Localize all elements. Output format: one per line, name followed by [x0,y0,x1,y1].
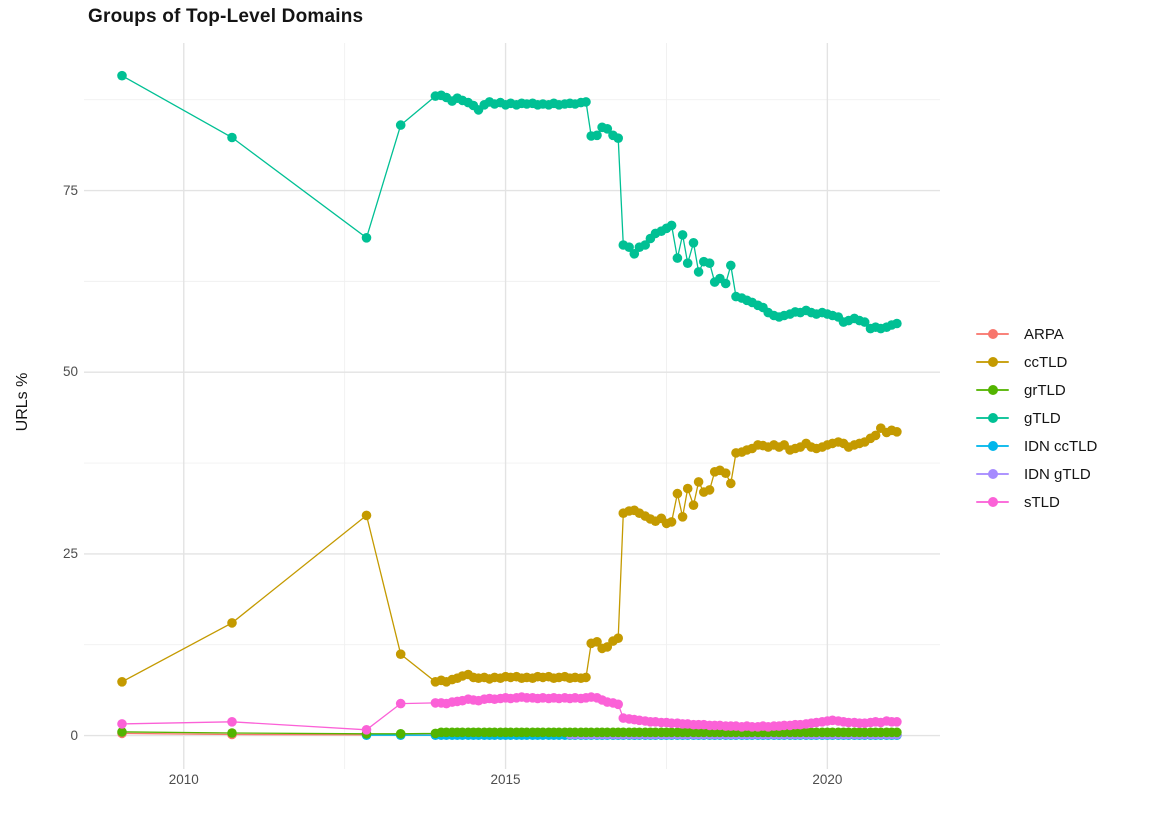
legend-item-idn-cctld: IDN ccTLD [976,432,1097,460]
series-grtld [117,727,902,739]
data-point-gtld [704,258,715,269]
chart-title: Groups of Top-Level Domains [88,6,364,27]
data-point-stld [117,719,127,729]
legend-label: sTLD [1024,493,1060,511]
data-point-gtld [693,267,704,277]
data-point-gtld [581,97,591,107]
data-point-stld [892,717,902,727]
data-point-cctld [592,637,602,647]
legend-label: ARPA [1024,325,1064,343]
data-point-gtld [672,253,683,263]
legend-key-icon [976,384,1009,396]
data-point-gtld [624,242,634,252]
legend: ARPA ccTLD grTLD gTLD IDN ccTLD IDN gTLD sTLD [976,320,1097,516]
series-gtld [117,70,902,334]
data-point-cctld [395,649,406,659]
legend-item-arpa: ARPA [976,320,1097,348]
data-point-cctld [720,468,731,479]
data-point-cctld [693,477,704,487]
data-point-gtld [395,120,406,130]
y-axis-tick-label: 50 [62,364,78,380]
legend-label: IDN ccTLD [1024,437,1098,455]
legend-key-icon [976,496,1009,508]
legend-key-icon [976,328,1009,340]
data-point-cctld [117,677,127,687]
series-line-cctld [121,427,898,683]
data-point-stld [227,717,237,727]
series-line-gtld [121,75,898,330]
data-point-cctld [892,427,902,437]
data-point-gtld [666,220,677,231]
data-point-cctld [672,488,683,499]
data-point-cctld [688,500,699,511]
data-point-gtld [613,133,623,143]
data-point-gtld [682,258,693,269]
data-point-gtld [227,132,237,143]
data-point-cctld [666,517,677,527]
data-point-gtld [592,130,602,141]
data-point-cctld [704,485,715,495]
data-point-gtld [361,233,372,243]
x-axis-tick-label: 2015 [490,772,521,787]
series-stld [117,692,902,735]
y-axis-tick-label: 25 [62,545,78,561]
data-point-grtld [395,729,406,739]
data-point-gtld [726,260,736,271]
y-axis-tick-label: 75 [62,182,78,198]
data-point-gtld [720,278,731,289]
legend-item-gtld: gTLD [976,404,1097,432]
data-point-cctld [870,430,881,441]
legend-label: gTLD [1024,409,1061,427]
legend-key-icon [976,356,1009,368]
data-point-gtld [640,240,650,250]
data-point-gtld [859,317,870,327]
x-axis-tick-label: 2020 [812,772,843,787]
series-cctld [117,423,902,687]
legend-item-idn-gtld: IDN gTLD [976,460,1097,488]
data-point-cctld [682,483,693,494]
data-point-cctld [361,510,372,521]
y-axis-tick-label: 0 [70,727,78,743]
data-point-stld [613,699,623,710]
legend-key-icon [976,412,1009,424]
legend-key-icon [976,440,1009,452]
data-point-grtld [227,728,237,738]
data-point-gtld [688,238,699,248]
data-point-cctld [677,512,688,522]
legend-label: grTLD [1024,381,1066,399]
data-point-gtld [602,124,613,134]
data-point-cctld [581,672,591,683]
data-point-stld [395,698,406,709]
data-point-grtld [892,727,902,738]
x-axis-tick-label: 2010 [168,772,199,787]
data-point-gtld [892,318,902,329]
data-point-cctld [613,633,623,643]
data-point-gtld [117,70,127,81]
legend-item-grtld: grTLD [976,376,1097,404]
data-point-stld [361,725,372,735]
legend-item-cctld: ccTLD [976,348,1097,376]
legend-key-icon [976,468,1009,480]
legend-label: ccTLD [1024,353,1068,371]
data-point-cctld [726,478,736,489]
data-point-grtld [117,727,127,737]
data-point-gtld [677,230,688,240]
legend-item-stld: sTLD [976,488,1097,516]
data-point-gtld [629,249,640,259]
data-point-cctld [227,618,237,628]
legend-label: IDN gTLD [1024,465,1091,483]
